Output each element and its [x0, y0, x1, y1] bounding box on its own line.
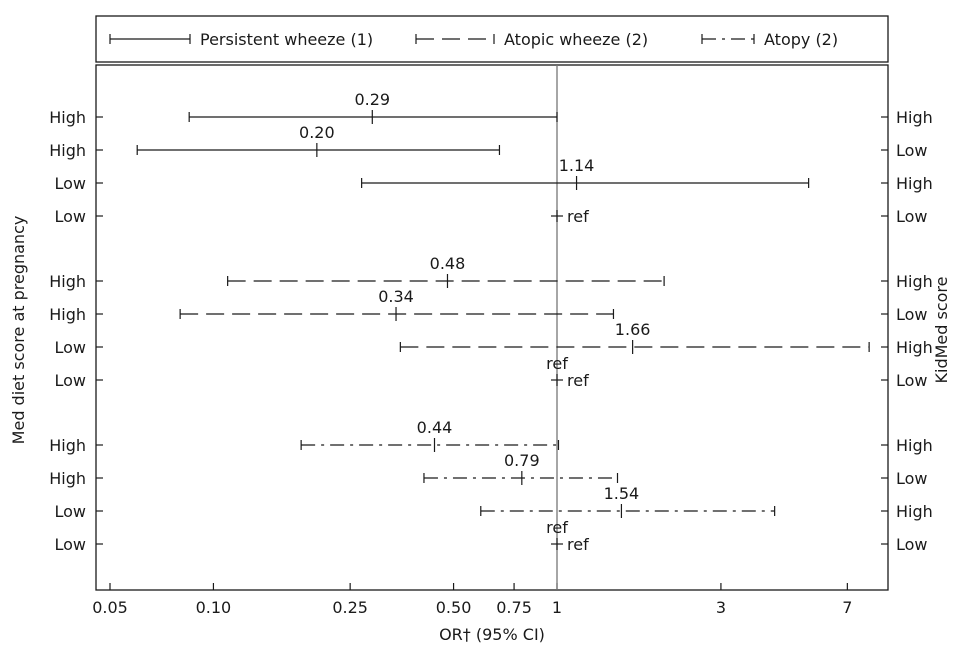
right-row-label: High: [896, 272, 933, 291]
ref-label-above: ref: [546, 354, 568, 373]
right-row-label: Low: [896, 305, 928, 324]
right-row-label: High: [896, 502, 933, 521]
legend-label: Atopic wheeze (2): [504, 30, 648, 49]
ref-label: ref: [567, 371, 589, 390]
data-label: 0.34: [378, 287, 414, 306]
table-row: Low High 1.14: [54, 156, 932, 193]
left-row-label: High: [49, 469, 86, 488]
legend-item: Persistent wheeze (1): [109, 30, 373, 49]
left-row-label: Low: [54, 535, 86, 554]
legend-label: Persistent wheeze (1): [200, 30, 373, 49]
x-tick-label: 0.10: [196, 598, 232, 617]
x-axis: 0.05 0.10 0.25 0.50 0.75 1 3 7: [92, 65, 852, 617]
table-row: Low Low ref: [54, 207, 927, 226]
left-row-label: Low: [54, 371, 86, 390]
right-row-label: Low: [896, 371, 928, 390]
table-row: High High 0.48: [49, 254, 933, 291]
left-row-label: High: [49, 108, 86, 127]
left-row-label: Low: [54, 502, 86, 521]
data-label: 0.79: [504, 451, 540, 470]
data-label: 1.54: [604, 484, 640, 503]
right-row-label: High: [896, 436, 933, 455]
right-row-label: Low: [896, 535, 928, 554]
data-label: 0.29: [354, 90, 390, 109]
y-axis-label-right: KidMed score: [932, 277, 951, 384]
legend: Persistent wheeze (1) Atopic wheeze (2) At…: [109, 30, 838, 49]
data-label: 0.44: [417, 418, 453, 437]
right-row-label: High: [896, 338, 933, 357]
left-row-label: High: [49, 272, 86, 291]
left-row-label: High: [49, 436, 86, 455]
table-row: High Low 0.79: [49, 451, 927, 488]
ref-label-above: ref: [546, 518, 568, 537]
x-tick-label: 0.50: [436, 598, 472, 617]
legend-item: Atopic wheeze (2): [415, 30, 648, 49]
x-tick-label: 0.75: [496, 598, 532, 617]
x-tick-label: 7: [842, 598, 852, 617]
table-row: High High 0.44: [49, 418, 933, 455]
plot-frame: [95, 64, 889, 591]
table-row: Low High 1.66: [54, 320, 932, 357]
legend-label: Atopy (2): [764, 30, 838, 49]
data-label: 0.48: [430, 254, 466, 273]
right-row-label: Low: [896, 207, 928, 226]
x-tick-label: 3: [716, 598, 726, 617]
ref-label: ref: [567, 207, 589, 226]
right-row-label: High: [896, 108, 933, 127]
left-row-label: Low: [54, 207, 86, 226]
table-row: High Low 0.34: [49, 287, 927, 324]
table-row: High Low 0.20: [49, 123, 927, 160]
left-row-label: Low: [54, 174, 86, 193]
left-row-label: High: [49, 305, 86, 324]
data-label: 1.66: [615, 320, 651, 339]
right-row-label: Low: [896, 469, 928, 488]
right-row-label: Low: [896, 141, 928, 160]
x-tick-label: 0.05: [92, 598, 128, 617]
data-label: 1.14: [559, 156, 595, 175]
ref-label: ref: [567, 535, 589, 554]
data-label: 0.20: [299, 123, 335, 142]
right-row-label: High: [896, 174, 933, 193]
table-row: High High 0.29: [49, 90, 933, 127]
x-axis-label: OR† (95% CI): [439, 625, 545, 644]
table-row: Low High 1.54: [54, 484, 932, 521]
y-axis-label-left: Med diet score at pregnancy: [9, 216, 28, 445]
legend-box: [95, 15, 889, 63]
left-row-label: Low: [54, 338, 86, 357]
x-tick-label: 1: [552, 598, 562, 617]
left-row-label: High: [49, 141, 86, 160]
legend-item: Atopy (2): [701, 30, 838, 49]
x-tick-label: 0.25: [332, 598, 368, 617]
